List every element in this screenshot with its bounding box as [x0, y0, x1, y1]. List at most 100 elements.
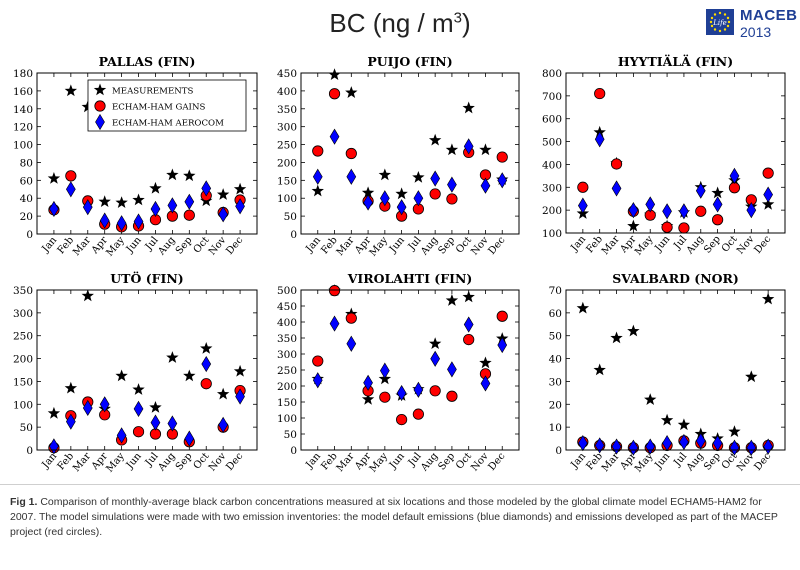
y-tick-label: 60	[20, 175, 33, 187]
star-point	[345, 86, 358, 98]
circle-point	[65, 170, 77, 182]
diamond-point	[746, 202, 757, 219]
y-tick-label: 300	[542, 182, 562, 194]
chart-panel-2: PUIJO (FIN) 0 50 100 150 200 250 300 350 400 450 Ja…	[277, 54, 520, 259]
circle-point	[610, 158, 623, 170]
diamond-point	[447, 176, 457, 193]
star-point	[115, 369, 128, 382]
diamond-point	[116, 215, 127, 232]
diamond-point	[133, 400, 144, 417]
star-point	[627, 219, 640, 232]
star-point	[361, 392, 375, 405]
y-tick-label: 0	[290, 229, 297, 241]
diamond-point	[346, 168, 357, 185]
y-tick-label: 160	[13, 86, 33, 98]
x-tick-label: Dec	[752, 451, 773, 473]
diamond-point	[150, 414, 161, 431]
x-tick-label: Nov	[735, 451, 757, 474]
title-superscript: 3	[453, 9, 462, 27]
diamond-point	[150, 200, 161, 218]
star-point	[47, 406, 61, 419]
diamond-point	[447, 361, 457, 378]
circle-point	[345, 147, 357, 160]
diamond-point	[695, 182, 706, 199]
diamond-point	[729, 439, 740, 456]
x-tick-label: Nov	[469, 235, 491, 258]
plot-frame	[36, 72, 258, 235]
x-tick-label: Jun	[387, 234, 407, 255]
diamond-point	[480, 177, 491, 194]
diamond-point	[65, 413, 76, 430]
circle-point	[594, 87, 606, 100]
diamond-point	[133, 213, 144, 230]
diamond-point	[379, 362, 390, 379]
x-tick-label: Jun	[124, 450, 144, 471]
diamond-point	[712, 196, 723, 213]
legend-diamond-marker	[95, 113, 105, 131]
y-tick-label: 0	[26, 445, 33, 457]
diamond-point	[712, 435, 723, 452]
chart-panel-5: VIROLAHTI (FIN) 0 50 100 150 200 250 300 350 400 4…	[277, 271, 520, 475]
x-tick-label: Dec	[487, 235, 508, 257]
chart-title: VIROLAHTI (FIN)	[347, 271, 473, 286]
x-tick-label: Jun	[387, 450, 407, 471]
diamond-point	[645, 196, 656, 213]
x-tick-label: Dec	[487, 451, 508, 473]
diamond-point	[594, 437, 605, 454]
x-tick-label: Aug	[684, 233, 706, 257]
y-tick-label: 200	[542, 205, 562, 217]
plot-frame	[300, 289, 520, 451]
figure-caption: Fig 1. Comparison of monthly-average bla…	[10, 495, 790, 540]
y-tick-label: 0	[555, 445, 562, 457]
star-point	[166, 351, 179, 363]
plot-frame	[300, 72, 520, 235]
y-tick-label: 600	[542, 114, 562, 126]
y-tick-label: 250	[277, 365, 297, 377]
star-point	[395, 187, 408, 200]
y-tick-label: 300	[277, 122, 297, 134]
x-tick-label: May	[104, 235, 127, 259]
x-tick-label: Sep	[702, 234, 723, 256]
diamond-point	[662, 435, 672, 452]
circle-point	[379, 391, 391, 403]
title-text: BC (ng / m	[329, 8, 454, 38]
star-point	[328, 68, 341, 81]
diamond-point	[99, 396, 110, 413]
y-tick-label: 50	[284, 429, 297, 441]
x-tick-label: May	[633, 234, 656, 258]
x-tick-label: May	[368, 235, 391, 259]
star-point	[677, 418, 691, 431]
chart-title: UTÖ (FIN)	[110, 270, 183, 286]
eu-flag-icon: Life	[706, 9, 734, 35]
star-point	[462, 290, 475, 303]
diamond-point	[218, 416, 229, 433]
diamond-point	[628, 202, 639, 219]
x-tick-label: May	[104, 451, 127, 475]
charts-area: PALLAS (FIN)020406080100120140160180JanF…	[13, 54, 786, 475]
y-tick-label: 0	[26, 229, 33, 241]
circle-point	[345, 312, 357, 324]
logo-name: MACEB	[740, 7, 798, 24]
y-tick-label: 300	[277, 349, 297, 361]
diamond-point	[346, 335, 357, 352]
star-point	[132, 193, 145, 206]
circle-point	[678, 222, 690, 234]
diamond-point	[184, 193, 195, 210]
y-tick-label: 30	[549, 376, 562, 388]
star-point	[462, 101, 475, 114]
circle-point	[312, 355, 324, 367]
plot-frame	[565, 289, 786, 451]
circle-point	[412, 408, 424, 420]
diamond-point	[99, 212, 110, 229]
y-tick-label: 180	[13, 68, 33, 80]
circle-point	[446, 193, 458, 205]
star-point	[183, 169, 196, 182]
diamond-point	[329, 128, 340, 145]
x-tick-label: Mar	[71, 451, 93, 474]
x-tick-label: Sep	[174, 451, 195, 473]
y-tick-label: 120	[13, 122, 33, 134]
x-tick-label: May	[633, 451, 656, 475]
x-tick-label: Nov	[469, 451, 491, 474]
y-tick-label: 50	[284, 211, 297, 223]
x-tick-label: Sep	[436, 451, 457, 473]
